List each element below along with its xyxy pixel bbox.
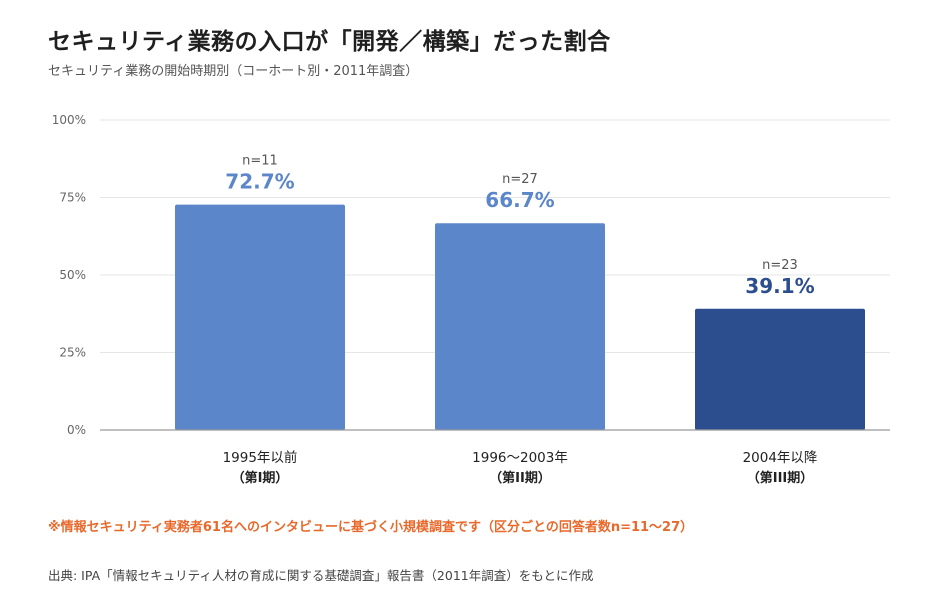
chart-title: セキュリティ業務の入口が「開発／構築」だった割合 xyxy=(48,29,611,55)
data-label: 66.7% xyxy=(485,188,554,212)
x-tick-label: 2004年以降 xyxy=(743,450,818,466)
data-label: 72.7% xyxy=(225,170,294,194)
x-tick-label: 1996〜2003年 xyxy=(472,450,568,466)
y-tick-label: 100% xyxy=(52,113,86,127)
sample-size-label: n=27 xyxy=(502,172,538,187)
survey-note: ※情報セキュリティ実務者61名へのインタビューに基づく小規模調査です（区分ごとの… xyxy=(48,520,694,535)
sample-size-label: n=11 xyxy=(242,154,278,169)
y-tick-label: 75% xyxy=(59,191,86,205)
chart-subtitle: セキュリティ業務の開始時期別（コーホート別・2011年調査） xyxy=(48,64,419,79)
bar xyxy=(695,308,865,430)
data-label: 39.1% xyxy=(745,274,814,298)
bar xyxy=(175,204,345,430)
sample-size-label: n=23 xyxy=(762,258,798,273)
x-tick-sublabel: （第II期） xyxy=(489,470,551,486)
bar xyxy=(435,223,605,430)
x-tick-sublabel: （第I期） xyxy=(232,470,289,486)
y-tick-label: 0% xyxy=(67,423,86,437)
x-tick-sublabel: （第III期） xyxy=(747,470,814,486)
source-citation: 出典: IPA「情報セキュリティ人材の育成に関する基礎調査」報告書（2011年調… xyxy=(48,568,594,583)
y-tick-label: 50% xyxy=(59,268,86,282)
y-tick-label: 25% xyxy=(59,346,86,360)
x-tick-label: 1995年以前 xyxy=(223,449,298,466)
